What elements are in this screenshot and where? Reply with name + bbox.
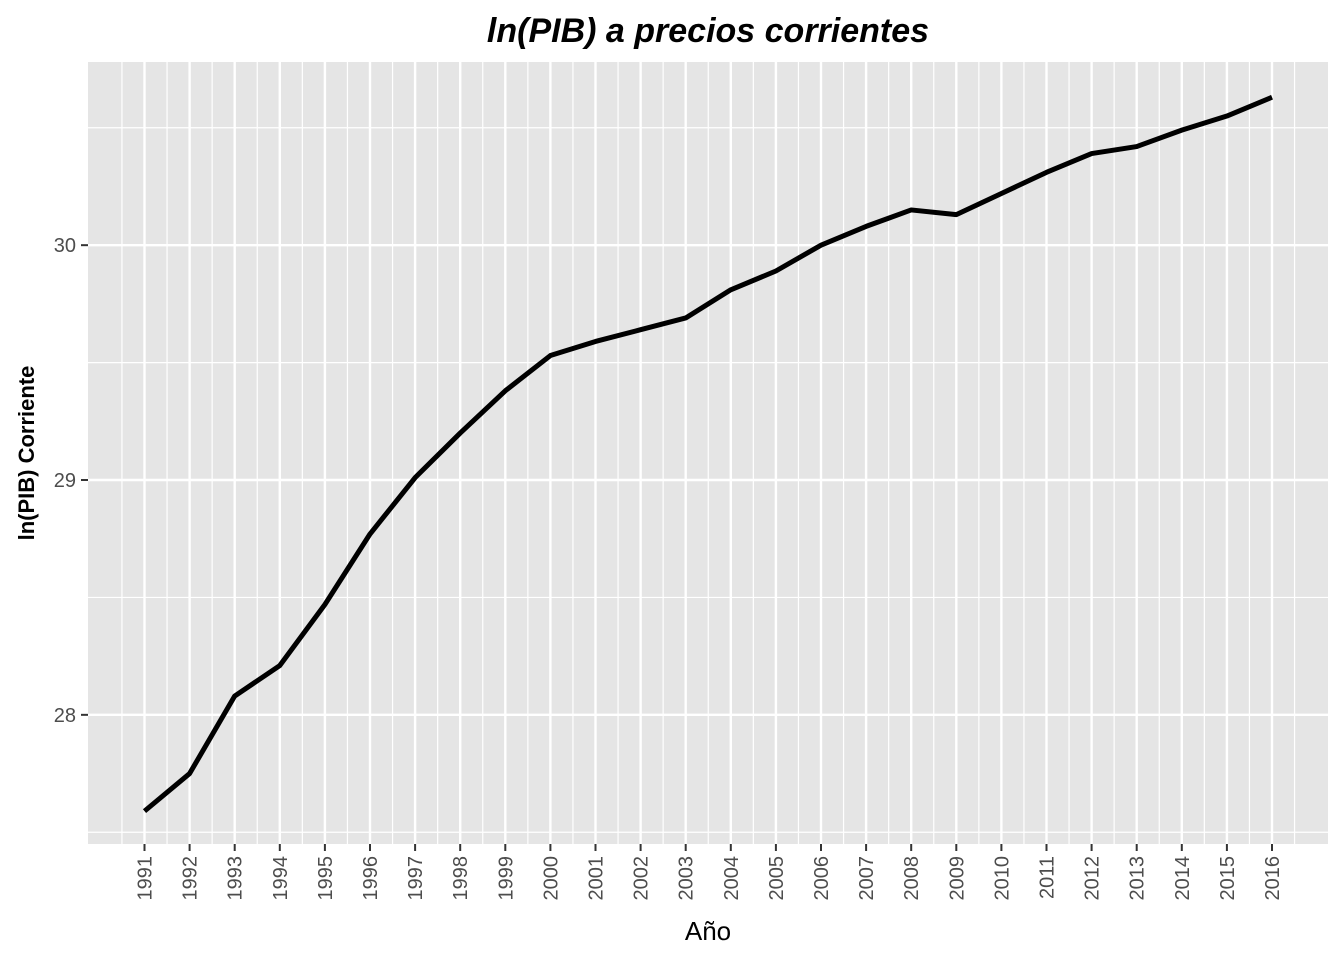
chart-title: ln(PIB) a precios corrientes [487, 12, 929, 50]
x-tick-label: 1992 [180, 856, 202, 901]
x-tick-label: 1991 [135, 856, 157, 901]
x-tick-label: 1999 [495, 856, 517, 901]
x-tick-label: 2008 [901, 856, 923, 901]
y-tick-label: 29 [54, 470, 76, 492]
major-gridlines-y [88, 243, 1328, 717]
x-axis: 1991 1992 1993 1994 1995 1996 1997 1998 1999 2000… [135, 844, 1284, 901]
x-tick-label: 2014 [1172, 856, 1194, 901]
x-tick-label: 1997 [405, 856, 427, 901]
x-tick-label: 2003 [676, 856, 698, 901]
x-tick-label: 2002 [631, 856, 653, 901]
x-tick-label: 2016 [1262, 856, 1284, 901]
y-axis: 28 29 30 [54, 235, 88, 727]
x-tick-label: 2006 [811, 856, 833, 901]
x-tick-label: 2012 [1082, 856, 1104, 901]
x-tick-label: 2007 [856, 856, 878, 901]
x-tick-label: 1995 [315, 856, 337, 901]
x-tick-label: 2004 [721, 856, 743, 901]
x-axis-title: Año [685, 916, 731, 946]
x-tick-label: 2005 [766, 856, 788, 901]
x-tick-label: 2000 [540, 856, 562, 901]
x-tick-label: 1998 [450, 856, 472, 901]
series-line [142, 94, 1273, 814]
x-tick-label: 1994 [270, 856, 292, 901]
y-tick-label: 28 [54, 705, 76, 727]
x-tick-label: 1996 [360, 856, 382, 901]
y-tick-label: 30 [54, 235, 76, 257]
x-tick-label: 2001 [586, 856, 608, 901]
x-tick-label: 2009 [946, 856, 968, 901]
x-tick-label: 2013 [1127, 856, 1149, 901]
x-tick-label: 1993 [225, 856, 247, 901]
y-axis-title: ln(PIB) Corriente [14, 366, 39, 541]
x-tick-label: 2011 [1037, 856, 1059, 899]
x-tick-label: 2010 [991, 856, 1013, 901]
x-tick-label: 2015 [1217, 856, 1239, 901]
